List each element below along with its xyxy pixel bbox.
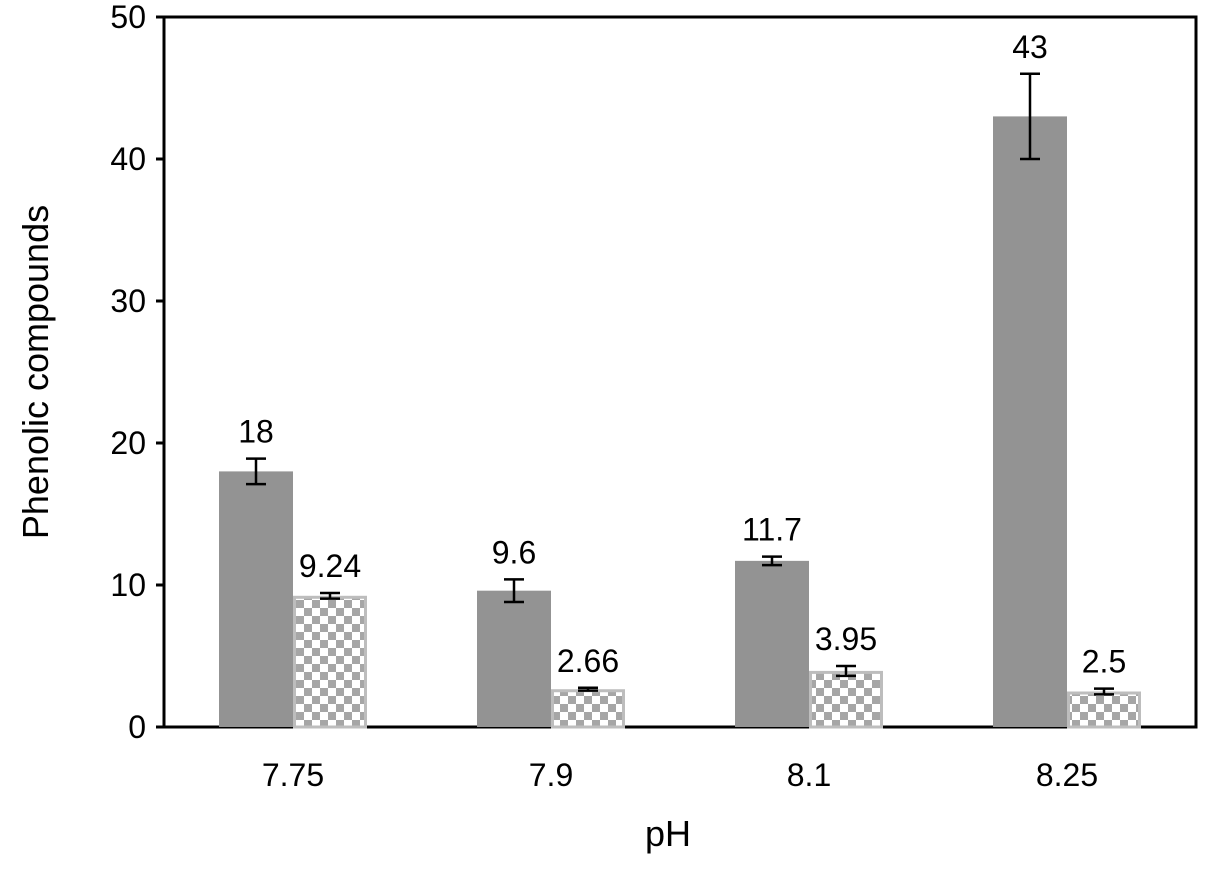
bar (1067, 691, 1141, 729)
x-tick-label: 8.1 (787, 757, 831, 793)
x-axis-label: pH (645, 813, 691, 854)
y-tick-label: 0 (128, 709, 146, 745)
x-tick-label: 8.25 (1036, 757, 1098, 793)
y-tick-label: 50 (110, 0, 146, 35)
x-axis-ticks: 7.75 7.9 8.1 8.25 (262, 757, 1098, 793)
bar (219, 471, 293, 727)
y-axis-label: Phenolic compounds (15, 205, 56, 539)
x-tick-label: 7.75 (262, 757, 324, 793)
y-tick-label: 40 (110, 141, 146, 177)
bar (809, 670, 883, 729)
y-tick-label: 10 (110, 567, 146, 603)
data-label: 9.24 (299, 548, 361, 584)
y-tick-label: 30 (110, 283, 146, 319)
y-axis-ticks: 0 10 20 30 40 50 (110, 0, 164, 745)
x-tick-label: 7.9 (529, 757, 573, 793)
data-labels: 18 9.6 11.7 43 9.24 2.66 3.95 2.5 (238, 29, 1126, 680)
bars (219, 116, 1141, 729)
data-label: 43 (1012, 29, 1048, 65)
error-bars (246, 72, 1114, 696)
bar (293, 595, 367, 729)
y-tick-label: 20 (110, 425, 146, 461)
data-label: 11.7 (742, 512, 802, 548)
data-label: 9.6 (492, 534, 536, 570)
data-label: 2.66 (557, 643, 619, 679)
plot-frame (162, 15, 1198, 729)
bar (477, 590, 551, 727)
data-label: 18 (238, 414, 274, 450)
data-label: 3.95 (815, 621, 877, 657)
bar (735, 560, 809, 727)
data-label: 2.5 (1082, 644, 1126, 680)
bar (551, 689, 625, 729)
bar (993, 116, 1067, 727)
